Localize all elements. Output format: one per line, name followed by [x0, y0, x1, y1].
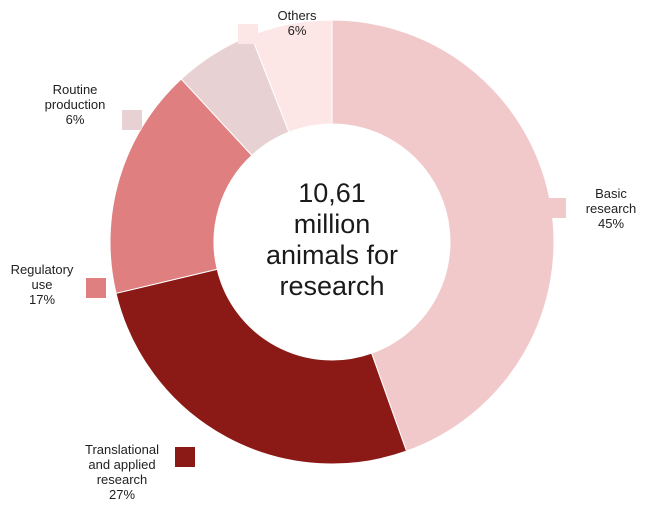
- legend-swatch-regulatory-use: [86, 278, 106, 298]
- slice-label-line: use: [31, 277, 53, 292]
- slice-label-regulatory-use: Regulatory use 17%: [2, 262, 82, 307]
- slice-label-line: Translational: [85, 442, 159, 457]
- pie-slice-basic-research: [331, 19, 555, 452]
- slice-label-line: Routine: [52, 82, 98, 97]
- slice-label-basic-research: Basic research 45%: [576, 186, 646, 231]
- slice-value-label: 27%: [108, 487, 136, 502]
- slice-label-line: research: [96, 472, 148, 487]
- slice-label-line: Regulatory: [10, 262, 74, 277]
- slice-value-label: 17%: [28, 292, 56, 307]
- pie-slice-others: [250, 19, 333, 133]
- legend-swatch-others: [238, 24, 258, 44]
- center-label-line: research: [279, 271, 385, 301]
- legend-swatch-basic-research: [546, 198, 566, 218]
- slice-value-label: 6%: [65, 112, 85, 127]
- slice-label-line: research: [585, 201, 637, 216]
- legend-swatch-routine-production: [122, 110, 142, 130]
- slice-label-line: Others: [277, 8, 317, 23]
- pie-slice-regulatory-use: [109, 78, 253, 294]
- slice-value-label: 45%: [597, 216, 625, 231]
- center-label-line: 10,61: [298, 178, 366, 208]
- center-label-line: million: [293, 209, 371, 239]
- center-label: 10,61 million animals for research: [232, 178, 432, 302]
- slice-label-line: and applied: [88, 457, 156, 472]
- slice-label-translational-research: Translational and applied research 27%: [74, 442, 170, 502]
- legend-swatch-translational-research: [175, 447, 195, 467]
- pie-slice-translational-research: [115, 268, 408, 465]
- slice-label-routine-production: Routine production 6%: [30, 82, 120, 127]
- center-label-line: animals for: [265, 240, 399, 270]
- slice-label-others: Others 6%: [262, 8, 332, 38]
- slice-label-line: Basic: [595, 186, 627, 201]
- slice-label-line: production: [44, 97, 106, 112]
- slice-value-label: 6%: [287, 23, 307, 38]
